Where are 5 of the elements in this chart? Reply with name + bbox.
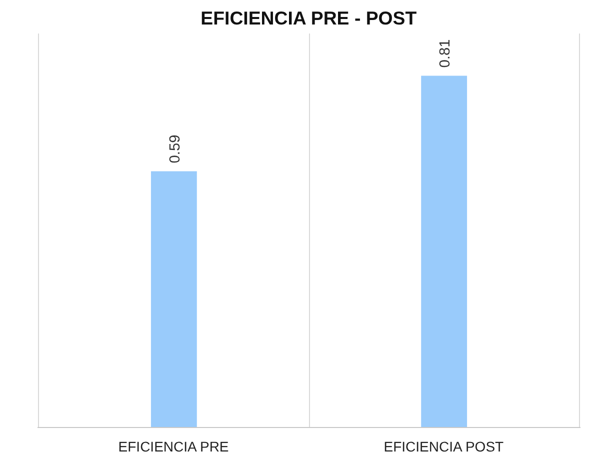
data-label: 0.59 [167,134,184,164]
x-tick-label: EFICIENCIA PRE [118,438,229,454]
data-label: 0.81 [438,39,454,68]
x-tick-label: EFICIENCIA POST [384,438,504,454]
chart-title: EFICIENCIA PRE - POST [200,8,418,28]
